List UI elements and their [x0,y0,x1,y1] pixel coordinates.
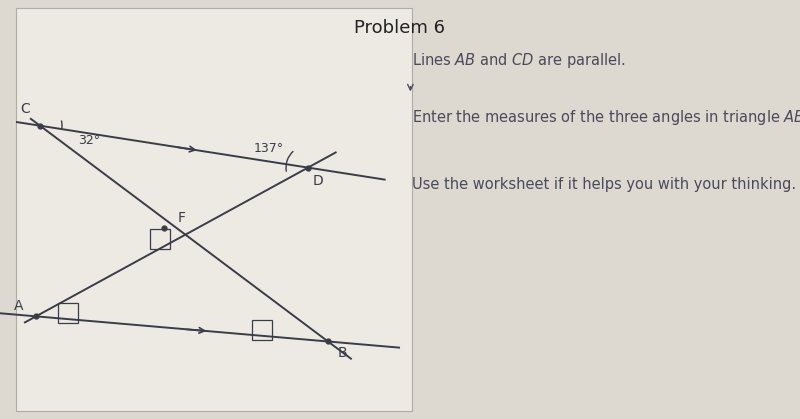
Text: Enter the measures of the three angles in triangle $ABF$: Enter the measures of the three angles i… [412,108,800,127]
Text: Use the worksheet if it helps you with your thinking.: Use the worksheet if it helps you with y… [412,177,796,192]
Bar [150,229,170,249]
Bar [252,320,272,340]
Text: Problem 6: Problem 6 [354,19,446,37]
Text: Lines $AB$ and $CD$ are parallel.: Lines $AB$ and $CD$ are parallel. [412,51,626,70]
Text: D: D [312,174,323,188]
Text: A: A [14,299,23,313]
Text: 32°: 32° [78,134,101,147]
Text: C: C [21,102,30,116]
Text: F: F [178,211,186,225]
Text: 137°: 137° [254,142,284,155]
Bar [58,303,78,323]
Text: B: B [338,346,347,360]
Bar [16,8,412,411]
